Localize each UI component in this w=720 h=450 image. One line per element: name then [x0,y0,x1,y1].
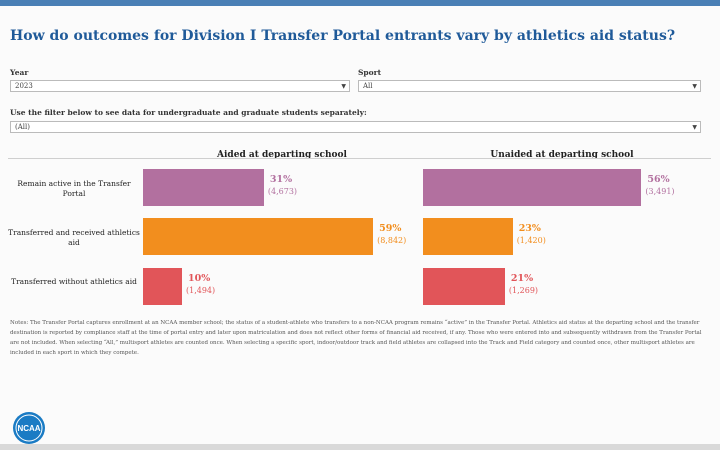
row-label-active: Remain active in the Transfer Portal [17,179,131,198]
bar-unaided-transferred-aid[interactable] [423,218,513,255]
count-label-aided-transferred-aid: (8,842) [377,236,407,245]
sport-filter-label: Sport [358,68,382,77]
count-label-unaided-transferred-no-aid: (1,269) [508,286,539,295]
sport-select-value: All [363,82,373,90]
bar-unaided-active[interactable] [423,169,642,206]
pct-label-unaided-transferred-no-aid: 21% [510,273,534,284]
logo-text: NCAA [17,424,40,433]
year-select[interactable]: 2023 ▼ [10,80,350,92]
pct-label-aided-transferred-aid: 59% [379,223,402,234]
pct-label-unaided-transferred-aid: 23% [518,223,541,234]
pct-label-unaided-active: 56% [647,174,670,185]
level-select[interactable]: (All) ▼ [10,121,701,133]
page-title: How do outcomes for Division I Transfer … [10,28,676,44]
bar-aided-transferred-aid[interactable] [143,218,374,255]
ncaa-logo: NCAA [13,412,45,444]
level-select-value: (All) [15,123,30,131]
pct-label-aided-active: 31% [269,174,293,185]
count-label-aided-transferred-no-aid: (1,494) [186,286,216,295]
bottom-strip [0,444,720,450]
year-select-value: 2023 [15,82,33,90]
count-label-unaided-active: (3,491) [645,187,675,196]
bar-aided-active[interactable] [143,169,264,206]
panel-title-aided: Aided at departing school [217,150,347,160]
sport-select[interactable]: All ▼ [358,80,701,92]
chevron-down-icon: ▼ [692,83,697,90]
row-label-transferred-no-aid: Transferred without athletics aid [11,277,137,286]
year-filter-label: Year [10,68,29,77]
count-label-aided-active: (4,673) [267,187,298,196]
count-label-unaided-transferred-aid: (1,420) [516,236,546,245]
bar-unaided-transferred-no-aid[interactable] [423,268,505,305]
notes-text: Notes: The Transfer Portal captures enro… [10,320,702,356]
panel-title-unaided: Unaided at departing school [490,150,634,160]
pct-label-aided-transferred-no-aid: 10% [188,273,211,284]
bar-aided-transferred-no-aid[interactable] [143,268,182,305]
top-accent-bar [0,0,720,6]
row-label-transferred-aid: Transferred and received athletics aid [8,228,140,247]
level-filter-label: Use the filter below to see data for und… [10,108,367,117]
chevron-down-icon: ▼ [341,83,346,90]
header-divider [8,158,711,159]
chevron-down-icon: ▼ [692,124,697,131]
